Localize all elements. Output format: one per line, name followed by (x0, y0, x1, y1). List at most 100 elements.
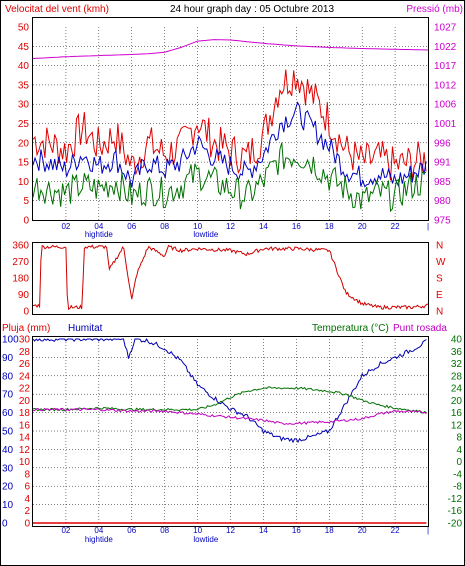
y-right-tick-label: 1017 (434, 61, 457, 72)
x-tick-label: 18 (325, 526, 334, 535)
series-direction (32, 244, 429, 311)
rain-tick-label: 12 (19, 445, 31, 456)
humidity-tick-label: 60 (2, 408, 14, 419)
humidity-tick-label: 0 (2, 519, 8, 530)
rain-tick-label: 6 (24, 482, 30, 493)
humidity-tick-label: 10 (2, 500, 14, 511)
series-wind (32, 69, 427, 181)
x-tick-label: 08 (160, 222, 169, 231)
dewpoint-label: Punt rosada (393, 323, 447, 334)
x-tick-label: 04 (94, 526, 103, 535)
hightide-marker: hightide (85, 535, 114, 544)
y-left-tick-label: 0 (23, 307, 29, 318)
rain-tick-label: 24 (19, 371, 31, 382)
temperature-label: Temperatura (°C) (312, 323, 389, 334)
temperature-tick-label: -12 (448, 494, 463, 505)
temperature-tick-label: -16 (448, 506, 463, 517)
temperature-tick-label: 0 (456, 457, 462, 468)
y-right-tick-label: 1022 (434, 42, 457, 53)
rain-tick-label: 16 (19, 420, 31, 431)
y-left-tick-label: 180 (12, 274, 29, 285)
temperature-tick-label: 16 (451, 408, 463, 419)
humidity-tick-label: 40 (2, 445, 14, 456)
x-tick-label: 22 (391, 222, 400, 231)
rain-tick-label: 30 (19, 335, 31, 346)
rain-tick-label: 20 (19, 396, 31, 407)
hightide-marker: hightide (85, 230, 114, 239)
y-right-tick-label: 1001 (434, 119, 457, 130)
x-tick-label: 14 (259, 526, 268, 535)
y-right-tick-label: 985 (434, 177, 451, 188)
rain-tick-label: 26 (19, 359, 31, 370)
humidity-tick-label: 70 (2, 390, 14, 401)
humidity-tick-label: 20 (2, 482, 14, 493)
x-tick-label: 04 (94, 222, 103, 231)
y-right-tick-label: 980 (434, 196, 451, 207)
y-left-tick-label: 270 (12, 257, 29, 268)
temperature-tick-label: 20 (451, 396, 463, 407)
rain-tick-label: 4 (24, 494, 30, 505)
y-left-tick-label: 25 (18, 119, 30, 130)
wind-speed-label: Velocitat del vent (kmh) (5, 4, 109, 15)
y-right-tick-label: 996 (434, 138, 451, 149)
y-left-tick-label: 90 (18, 290, 30, 301)
y-left-tick-label: 0 (23, 216, 29, 227)
x-tick-label: 12 (226, 222, 235, 231)
temperature-tick-label: -20 (448, 519, 463, 530)
y-right-tick-label: N (436, 307, 443, 318)
y-right-tick-label: N (436, 241, 443, 252)
temperature-tick-label: 8 (456, 433, 462, 444)
humidity-tick-label: 50 (2, 427, 14, 438)
series-humidity (32, 337, 427, 444)
y-left-tick-label: 30 (18, 100, 30, 111)
y-left-tick-label: 40 (18, 61, 30, 72)
wind-panel-frame (32, 17, 429, 221)
x-tick-label: 14 (259, 222, 268, 231)
x-tick-label: | (427, 222, 429, 231)
temperature-tick-label: 40 (451, 335, 463, 346)
x-tick-label: | (427, 526, 429, 535)
y-right-tick-label: 1012 (434, 80, 457, 91)
direction-panel-frame (32, 242, 429, 315)
rain-tick-label: 28 (19, 347, 31, 358)
lowtide-marker: lowtide (193, 535, 218, 544)
y-left-tick-label: 10 (18, 177, 30, 188)
rain-tick-label: 18 (19, 408, 31, 419)
rain-tick-label: 22 (19, 384, 31, 395)
x-tick-label: 02 (61, 526, 70, 535)
humidity-tick-label: 100 (2, 335, 19, 346)
y-left-tick-label: 15 (18, 158, 30, 169)
temperature-tick-label: -8 (453, 482, 462, 493)
x-tick-label: 16 (292, 526, 301, 535)
humidity-tick-label: 90 (2, 353, 14, 364)
temperature-tick-label: 36 (451, 347, 463, 358)
series-temperature (32, 386, 427, 414)
lowtide-marker: lowtide (193, 230, 218, 239)
temperature-tick-label: -4 (453, 469, 462, 480)
temperature-tick-label: 4 (456, 445, 462, 456)
x-tick-label: 22 (391, 526, 400, 535)
humidity-label: Humitat (68, 323, 103, 334)
y-left-tick-label: 35 (18, 80, 30, 91)
x-tick-label: 08 (160, 526, 169, 535)
y-right-tick-label: 991 (434, 158, 451, 169)
rain-tick-label: 2 (24, 506, 30, 517)
rain-tick-label: 0 (24, 519, 30, 530)
rain-tick-label: 14 (19, 433, 31, 444)
y-left-tick-label: 5 (23, 196, 29, 207)
x-tick-label: 06 (127, 526, 136, 535)
temperature-tick-label: 24 (451, 384, 463, 395)
y-right-tick-label: 975 (434, 216, 451, 227)
series-wind_avg (32, 101, 427, 188)
y-left-tick-label: 45 (18, 42, 30, 53)
rain-label: Pluja (mm) (2, 323, 50, 334)
x-tick-label: 06 (127, 222, 136, 231)
y-left-tick-label: 360 (12, 241, 29, 252)
y-right-tick-label: S (436, 274, 443, 285)
y-left-tick-label: 20 (18, 138, 30, 149)
y-right-tick-label: W (436, 257, 446, 268)
x-tick-label: 10 (193, 222, 202, 231)
x-tick-label: 02 (61, 222, 70, 231)
